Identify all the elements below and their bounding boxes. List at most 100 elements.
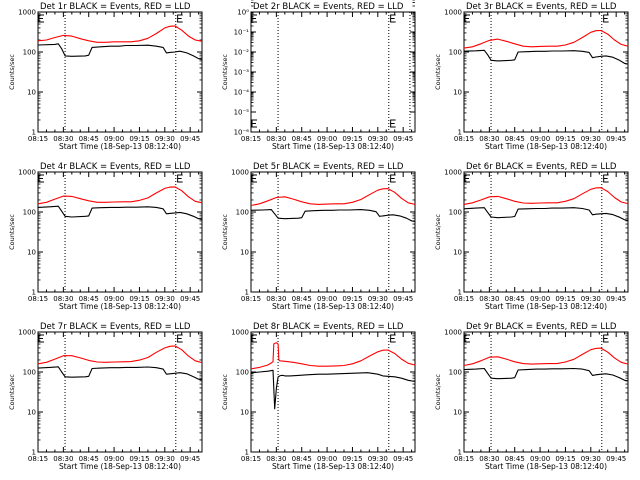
x-tick-label: 09:00: [104, 135, 124, 143]
x-tick-label: 09:30: [581, 455, 601, 463]
panel-title: Det 5r BLACK = Events, RED = LLD: [253, 162, 404, 172]
panel-title: Det 1r BLACK = Events, RED = LLD: [40, 2, 191, 12]
series-line-lld: [463, 347, 629, 367]
y-axis-label: Counts/sec: [221, 54, 229, 90]
y-tick-label: 1000: [18, 329, 36, 337]
x-tick-label: 09:15: [129, 295, 149, 303]
x-tick-label: 08:45: [79, 135, 99, 143]
x-tick-label: 08:15: [454, 135, 474, 143]
x-tick-label: 09:00: [317, 135, 337, 143]
x-axis-label: Start Time (18-Sep-13 08:12:40): [272, 462, 394, 471]
x-tick-label: 09:45: [393, 295, 413, 303]
x-tick-label: 09:00: [530, 135, 550, 143]
panel-title: Det 2r BLACK = Events, RED = LLD: [253, 2, 404, 12]
chart-panel-2: Det 2r BLACK = Events, RED = LLD 08:15 08:…: [221, 0, 416, 151]
panel-title: Det 6r BLACK = Events, RED = LLD: [466, 162, 617, 172]
x-tick-label: 08:15: [28, 135, 48, 143]
series-line-lld: [463, 29, 629, 49]
chart-panel-9: Det 9r BLACK = Events, RED = LLD 08:15 08:…: [434, 322, 629, 471]
x-tick-label: 08:15: [28, 455, 48, 463]
y-tick-label: 100: [23, 369, 36, 377]
y-tick-label: 1000: [18, 169, 36, 177]
e-mark: [603, 174, 609, 183]
e-mark: [38, 334, 44, 343]
y-axis-label: Counts/sec: [8, 214, 16, 250]
x-tick-label: 09:15: [555, 455, 575, 463]
e-mark: [177, 174, 183, 183]
x-tick-label: 08:45: [79, 455, 99, 463]
y-axis-label: Counts/sec: [434, 374, 442, 410]
x-tick-label: 09:45: [393, 135, 413, 143]
series-line-events: [463, 367, 629, 382]
chart-panel-5: Det 5r BLACK = Events, RED = LLD 08:15 08:…: [221, 162, 416, 311]
y-axis-label: Counts/sec: [221, 214, 229, 250]
series-line-lld: [463, 187, 629, 205]
y-tick-label: 100: [23, 49, 36, 57]
x-tick-label: 09:30: [581, 135, 601, 143]
x-tick-label: 08:15: [454, 295, 474, 303]
x-tick-label: 09:00: [530, 295, 550, 303]
x-tick-label: 09:30: [581, 295, 601, 303]
y-tick-label: 1000: [18, 9, 36, 17]
x-tick-label: 08:30: [266, 295, 286, 303]
e-mark-lower: [251, 119, 257, 128]
e-mark: [390, 334, 396, 343]
y-tick-label: 1000: [444, 9, 462, 17]
series-line-lld: [37, 186, 203, 205]
chart-panel-1: Det 1r BLACK = Events, RED = LLD 08:15 08:…: [8, 2, 203, 151]
y-tick-label: 100: [449, 369, 462, 377]
chart-panel-8: Det 8r BLACK = Events, RED = LLD 08:15 08:…: [221, 322, 416, 471]
y-tick-label: 10: [27, 89, 36, 97]
plot-frame: [463, 331, 629, 453]
e-mark: [251, 14, 257, 23]
plot-frame: [463, 11, 629, 133]
chart-panel-4: Det 4r BLACK = Events, RED = LLD 08:15 08:…: [8, 162, 203, 311]
x-tick-label: 09:00: [317, 295, 337, 303]
x-tick-label: 08:45: [505, 135, 525, 143]
y-tick-label: 10: [240, 249, 249, 257]
x-tick-label: 08:30: [479, 455, 499, 463]
y-tick-label: 1000: [231, 169, 249, 177]
chart-panel-7: Det 7r BLACK = Events, RED = LLD 08:15 08:…: [8, 322, 203, 471]
series-line-events: [37, 366, 203, 381]
y-tick-label: 10⁻¹: [234, 29, 250, 37]
y-axis-label: Counts/sec: [434, 54, 442, 90]
x-tick-label: 09:00: [317, 455, 337, 463]
x-tick-label: 08:30: [479, 295, 499, 303]
plot-frame: [250, 171, 416, 293]
x-tick-label: 08:15: [241, 455, 261, 463]
y-tick-label: 1000: [444, 329, 462, 337]
x-axis-label: Start Time (18-Sep-13 08:12:40): [272, 302, 394, 311]
y-tick-label: 1: [458, 449, 462, 457]
y-tick-label: 1: [245, 449, 249, 457]
x-tick-label: 09:15: [555, 295, 575, 303]
y-tick-label: 1: [245, 289, 249, 297]
series-line-lld: [250, 342, 416, 370]
e-mark: [390, 14, 396, 23]
y-axis-label: Counts/sec: [8, 374, 16, 410]
series-line-events: [37, 43, 203, 61]
panel-title: Det 8r BLACK = Events, RED = LLD: [253, 322, 404, 332]
y-tick-label: 1: [32, 289, 36, 297]
y-axis-label: Counts/sec: [221, 374, 229, 410]
x-tick-label: 08:30: [266, 135, 286, 143]
series-line-lld: [250, 188, 416, 207]
y-tick-label: 10⁻⁴: [234, 89, 250, 97]
e-mark: [251, 174, 257, 183]
series-line-lld: [37, 25, 203, 43]
plot-frame: [250, 331, 416, 453]
y-tick-label: 100: [236, 369, 249, 377]
y-tick-label: 10: [27, 409, 36, 417]
e-mark: [603, 334, 609, 343]
panel-title: Det 4r BLACK = Events, RED = LLD: [40, 162, 191, 172]
x-axis-label: Start Time (18-Sep-13 08:12:40): [485, 142, 607, 151]
x-tick-label: 09:15: [129, 455, 149, 463]
y-tick-label: 1: [458, 289, 462, 297]
x-tick-label: 09:30: [155, 135, 175, 143]
y-tick-label: 1: [32, 449, 36, 457]
e-mark: [603, 14, 609, 23]
series-line-events: [463, 207, 629, 221]
e-mark: [177, 334, 183, 343]
x-tick-label: 09:15: [555, 135, 575, 143]
